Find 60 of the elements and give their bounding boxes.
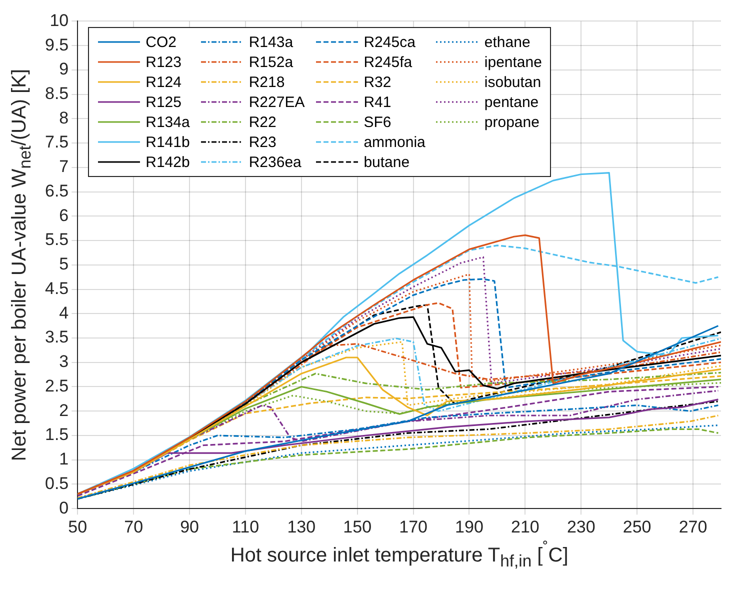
y-tick-label: 3 [59, 352, 69, 372]
legend-label: R134a [146, 114, 190, 131]
legend-label: pentane [484, 94, 539, 111]
y-tick-label: 8 [59, 108, 69, 128]
y-tick-label: 7 [59, 157, 69, 176]
x-tick-label: 50 [68, 517, 88, 536]
y-tick-label: 6 [59, 206, 69, 225]
legend-label: R125 [146, 94, 182, 111]
legend-label: R227EA [248, 94, 305, 111]
legend-label: propane [484, 114, 540, 131]
x-tick-label: 230 [566, 517, 596, 536]
y-tick-label: 6.5 [44, 181, 69, 200]
y-tick-label: 0.5 [44, 474, 69, 493]
y-tick-label: 0 [59, 498, 69, 518]
legend-label: ethane [484, 34, 530, 51]
x-tick-label: 270 [678, 517, 708, 536]
legend-label: butane [364, 154, 410, 171]
y-tick-label: 2.5 [44, 376, 69, 396]
y-tick-label: 9 [59, 60, 69, 79]
legend-label: R236ea [248, 154, 302, 171]
y-tick-label: 8.5 [44, 84, 69, 103]
y-tick-label: 7.5 [44, 132, 69, 152]
y-tick-label: 2 [59, 400, 69, 420]
x-tick-label: 70 [124, 517, 144, 536]
legend-label: R245fa [364, 54, 412, 71]
y-tick-label: 3.5 [44, 328, 69, 347]
legend-label: R152a [248, 54, 294, 71]
legend-label: CO2 [146, 34, 176, 51]
legend-label: R143a [248, 34, 294, 51]
y-tick-label: 5 [59, 254, 69, 274]
legend-label: ammonia [364, 134, 426, 151]
legend-label: R218 [248, 74, 285, 91]
legend-label: R123 [146, 54, 182, 71]
x-tick-label: 150 [343, 517, 372, 536]
y-tick-label: 1 [59, 450, 69, 469]
y-tick-label: 10 [50, 10, 69, 30]
x-axis-title: Hot source inlet temperature T$_{hf,in}$ [$^{˚}$C] [230, 539, 568, 572]
legend-label: R41 [364, 94, 392, 111]
y-tick-label: 4 [59, 303, 69, 322]
x-tick-label: 90 [180, 517, 199, 536]
y-tick-label: 4.5 [44, 278, 69, 298]
legend-label: R23 [248, 134, 276, 151]
y-tick-label: 5.5 [44, 230, 69, 250]
legend-label: R245ca [364, 34, 416, 51]
legend-label: isobutan [484, 74, 542, 91]
legend-label: ipentane [484, 54, 542, 71]
y-tick-label: 1.5 [44, 425, 69, 444]
x-tick-label: 210 [511, 517, 540, 536]
x-tick-label: 250 [622, 517, 652, 536]
y-tick-label: 9.5 [44, 35, 69, 54]
x-tick-label: 110 [232, 517, 260, 536]
x-tick-label: 190 [455, 517, 484, 536]
legend-label: SF6 [364, 114, 392, 131]
legend-label: R32 [364, 74, 392, 91]
x-tick-label: 170 [399, 517, 428, 536]
legend-label: R142b [146, 154, 190, 171]
legend-label: R124 [146, 74, 182, 91]
legend-label: R141b [146, 134, 190, 151]
x-tick-label: 130 [287, 517, 316, 536]
legend-label: R22 [248, 114, 276, 131]
